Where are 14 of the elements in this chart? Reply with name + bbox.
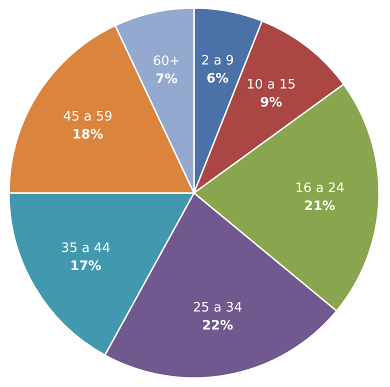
data-label: 18% [72, 128, 104, 143]
slice-label: 2 a 9 [201, 53, 234, 68]
slice-label: 60+ [152, 54, 180, 70]
slice-label: 16 a 24 [295, 180, 344, 196]
slice-label: 10 a 15 [246, 78, 296, 93]
data-label: 9% [260, 96, 282, 111]
data-label: 17% [70, 259, 102, 274]
slice-label: 35 a 44 [61, 241, 110, 256]
data-label: 6% [206, 71, 229, 86]
data-label: 21% [304, 198, 336, 214]
data-label: 22% [202, 318, 234, 334]
data-label: 7% [156, 72, 178, 88]
slice-label: 45 a 59 [63, 110, 112, 125]
slice-label: 25 a 34 [192, 300, 242, 316]
